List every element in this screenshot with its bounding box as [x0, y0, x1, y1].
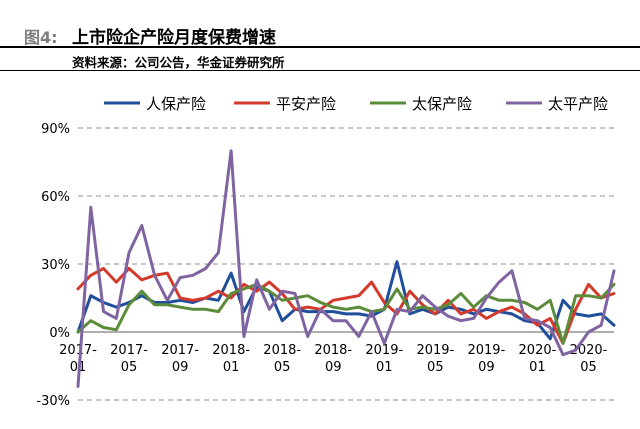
legend: 人保产险 平安产险 太保产险 太平产险 [104, 95, 608, 113]
legend-label: 太平产险 [548, 95, 608, 113]
header-top-rule [0, 46, 640, 48]
x-tick-label: 2019-01 [365, 343, 403, 375]
x-tick-label: 2018-05 [263, 343, 301, 375]
y-tick-label: 0% [49, 326, 70, 341]
x-tick-label: 2020-05 [570, 343, 608, 375]
y-tick-label: 60% [41, 190, 70, 205]
y-tick-label: 30% [41, 258, 70, 273]
x-tick-label: 2018-01 [212, 343, 250, 375]
x-tick-label: 2020-01 [519, 343, 557, 375]
x-tick-label: 2017-09 [161, 343, 199, 375]
series-line-1 [76, 260, 616, 341]
figure-number: 图4: [24, 28, 58, 47]
legend-label: 人保产险 [146, 95, 206, 113]
x-tick-label: 2017-05 [110, 343, 148, 375]
series-lines [76, 149, 616, 388]
axes: -30%0%30%60%90%2017-012017-052017-092018… [36, 122, 614, 409]
x-tick-label: 2019-09 [467, 343, 505, 375]
y-tick-label: 90% [41, 122, 70, 137]
legend-label: 平安产险 [276, 95, 336, 113]
series-line-3 [76, 282, 616, 345]
source-note: 资料来源：公司公告，华金证券研究所 [72, 55, 285, 70]
series-line-4 [76, 149, 616, 388]
header-bottom-rule [0, 70, 640, 71]
x-tick-label: 2018-09 [314, 343, 352, 375]
legend-label: 太保产险 [412, 95, 472, 113]
figure-header: 图4: 上市险企产险月度保费增速 资料来源：公司公告，华金证券研究所 [0, 0, 640, 72]
figure-title: 上市险企产险月度保费增速 [72, 28, 276, 48]
x-tick-label: 2019-05 [416, 343, 454, 375]
y-tick-label: -30% [36, 394, 70, 409]
